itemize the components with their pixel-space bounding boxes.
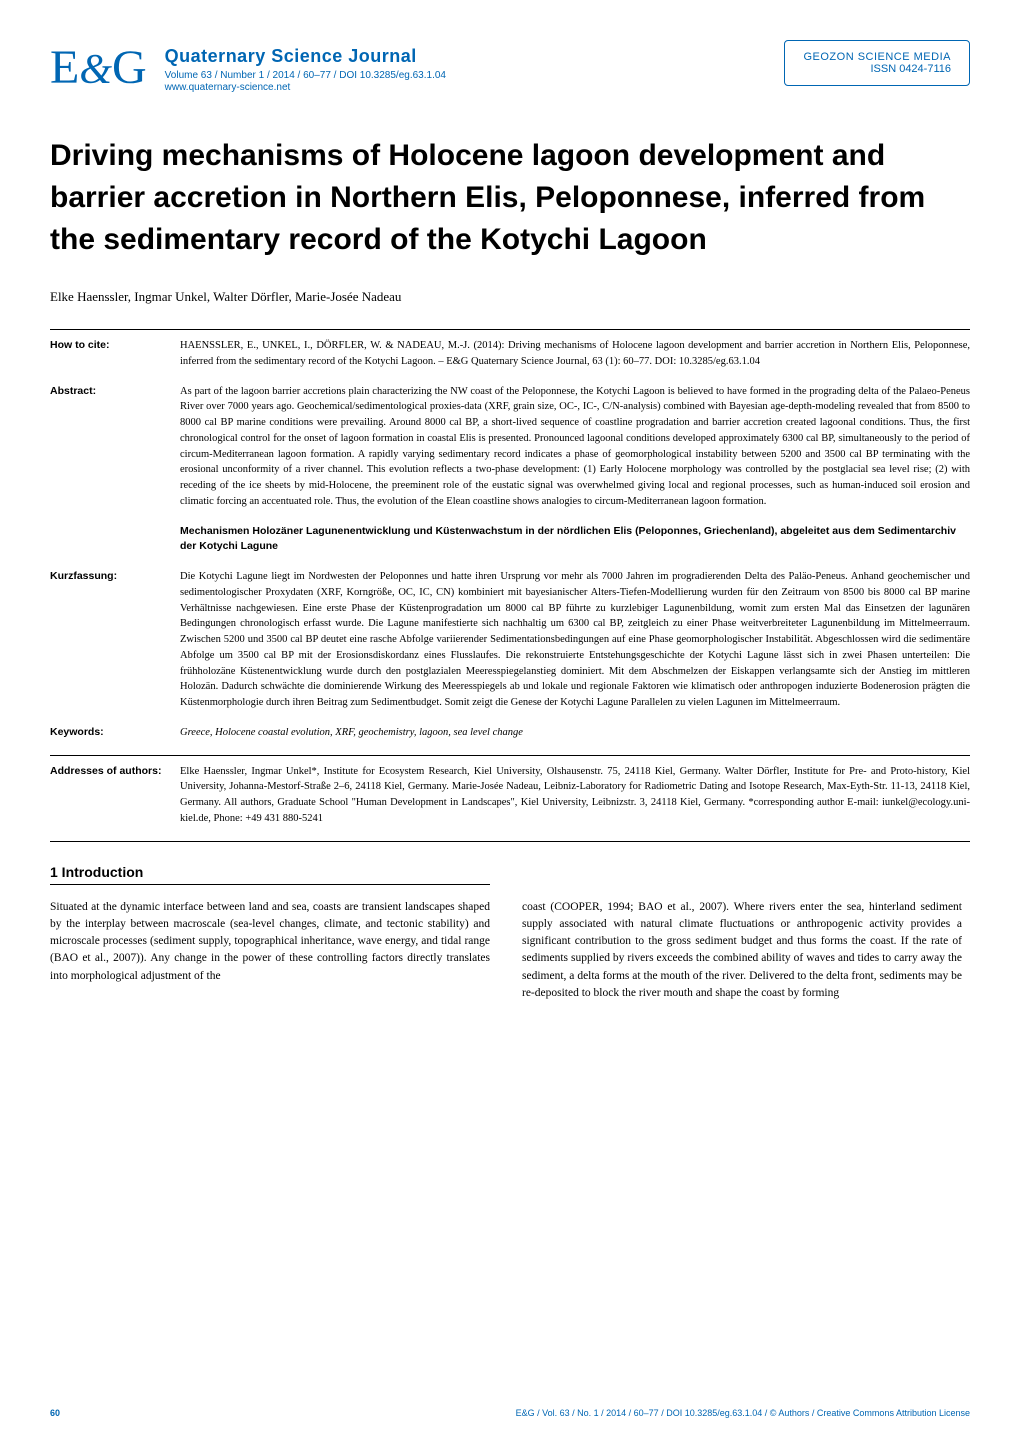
article-authors: Elke Haenssler, Ingmar Unkel, Walter Dör… bbox=[50, 289, 970, 305]
introduction-section: 1 Introduction Situated at the dynamic i… bbox=[50, 864, 970, 1003]
page-footer: 60 E&G / Vol. 63 / No. 1 / 2014 / 60–77 … bbox=[50, 1408, 970, 1418]
rule bbox=[50, 755, 970, 756]
publisher-name: GEOZON SCIENCE MEDIA bbox=[803, 51, 951, 63]
kurzfassung-block: Kurzfassung: Die Kotychi Lagune liegt im… bbox=[50, 569, 970, 711]
journal-title: Quaternary Science Journal bbox=[165, 46, 446, 67]
kurzfassung-label: Kurzfassung: bbox=[50, 569, 180, 711]
article-title: Driving mechanisms of Holocene lagoon de… bbox=[50, 135, 970, 261]
addresses-label: Addresses of authors: bbox=[50, 764, 180, 827]
logo-e: E bbox=[50, 41, 79, 94]
introduction-col-1: Situated at the dynamic interface betwee… bbox=[50, 899, 490, 1003]
publisher-box: GEOZON SCIENCE MEDIA ISSN 0424-7116 bbox=[784, 40, 970, 86]
page-number: 60 bbox=[50, 1408, 60, 1418]
abstract-block: Abstract: As part of the lagoon barrier … bbox=[50, 384, 970, 510]
rule bbox=[50, 841, 970, 842]
intro-rule bbox=[50, 884, 490, 885]
abstract-de-heading-block: Mechanismen Holozäner Lagunenentwicklung… bbox=[50, 524, 970, 556]
journal-link[interactable]: www.quaternary-science.net bbox=[165, 82, 446, 93]
keywords-block: Keywords: Greece, Holocene coastal evolu… bbox=[50, 725, 970, 741]
introduction-columns: Situated at the dynamic interface betwee… bbox=[50, 899, 970, 1003]
abstract-label: Abstract: bbox=[50, 384, 180, 510]
keywords-text: Greece, Holocene coastal evolution, XRF,… bbox=[180, 725, 523, 741]
page-header: E&G Quaternary Science Journal Volume 63… bbox=[50, 40, 970, 95]
abstract-de-heading: Mechanismen Holozäner Lagunenentwicklung… bbox=[180, 524, 970, 556]
header-left: E&G Quaternary Science Journal Volume 63… bbox=[50, 40, 446, 95]
publisher-issn: ISSN 0424-7116 bbox=[803, 63, 951, 75]
journal-info: Quaternary Science Journal Volume 63 / N… bbox=[165, 40, 446, 93]
addresses-text: Elke Haenssler, Ingmar Unkel*, Institute… bbox=[180, 764, 970, 827]
addresses-block: Addresses of authors: Elke Haenssler, In… bbox=[50, 764, 970, 827]
how-to-cite-text: HAENSSLER, E., UNKEL, I., DÖRFLER, W. & … bbox=[180, 338, 970, 370]
keywords-label: Keywords: bbox=[50, 725, 180, 741]
spacer-label bbox=[50, 524, 180, 556]
rule bbox=[50, 329, 970, 330]
logo-ampersand: & bbox=[79, 47, 112, 93]
logo-g: G bbox=[112, 41, 147, 94]
how-to-cite-label: How to cite: bbox=[50, 338, 180, 370]
kurzfassung-text: Die Kotychi Lagune liegt im Nordwesten d… bbox=[180, 569, 970, 711]
introduction-col-2: coast (COOPER, 1994; BAO et al., 2007). … bbox=[522, 899, 962, 1003]
how-to-cite-block: How to cite: HAENSSLER, E., UNKEL, I., D… bbox=[50, 338, 970, 370]
journal-meta: Volume 63 / Number 1 / 2014 / 60–77 / DO… bbox=[165, 70, 446, 81]
journal-logo: E&G bbox=[50, 40, 147, 95]
footer-citation: E&G / Vol. 63 / No. 1 / 2014 / 60–77 / D… bbox=[516, 1408, 970, 1418]
introduction-heading: 1 Introduction bbox=[50, 864, 970, 880]
abstract-text-en: As part of the lagoon barrier accretions… bbox=[180, 384, 970, 510]
